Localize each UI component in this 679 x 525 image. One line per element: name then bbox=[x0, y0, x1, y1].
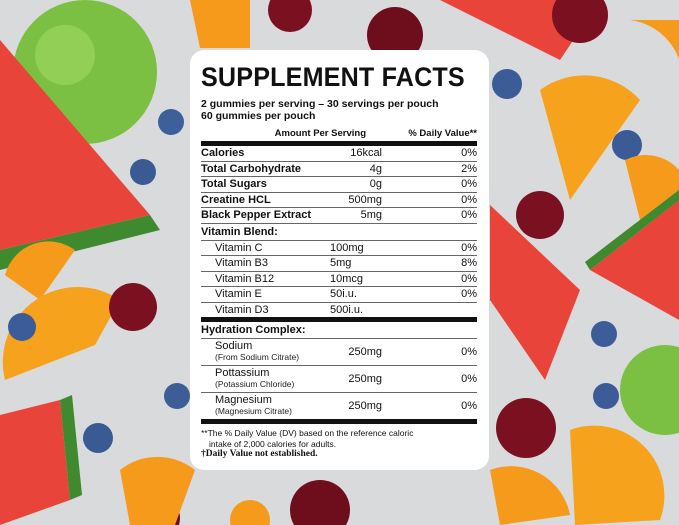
vitamin-name: Vitamin C bbox=[215, 241, 263, 254]
orange-slice-lower bbox=[2, 287, 120, 380]
table-header: Amount Per Serving % Daily Value** bbox=[201, 125, 477, 146]
footnotes: **The % Daily Value (DV) based on the re… bbox=[201, 428, 477, 460]
vitamin-name: Vitamin E bbox=[215, 288, 262, 300]
vitamin-blend-heading: Vitamin Blend: bbox=[201, 224, 477, 241]
panel-title: SUPPLEMENT FACTS bbox=[201, 62, 465, 92]
table-row: Vitamin E 50i.u. 0% bbox=[201, 287, 477, 303]
blueberry bbox=[158, 109, 184, 135]
mineral-name: Sodium bbox=[215, 340, 253, 352]
table-row: Sodium (From Sodium Citrate) 250mg 0% bbox=[201, 339, 477, 366]
table-row: Vitamin B12 10mcg 0% bbox=[201, 272, 477, 287]
nutrient-amount: 0g bbox=[369, 178, 382, 190]
nutrient-name: Calories bbox=[201, 147, 245, 159]
supplement-facts-panel: SUPPLEMENT FACTS 2 gummies per serving –… bbox=[190, 50, 489, 470]
watermelon-slice bbox=[0, 40, 150, 250]
mineral-source: (From Sodium Citrate) bbox=[215, 352, 300, 362]
table-row: Vitamin C 100mg 0% bbox=[201, 241, 477, 256]
footnote-not-established: †Daily Value not established. bbox=[201, 449, 318, 459]
vitamin-amount: 50i.u. bbox=[330, 288, 357, 300]
mineral-amount: 250mg bbox=[348, 373, 382, 385]
table-row: Total Carbohydrate 4g 2% bbox=[201, 162, 477, 177]
nutrient-dv: 0% bbox=[461, 147, 477, 159]
vitamin-amount: 10mcg bbox=[330, 272, 364, 285]
vitamin-name: Vitamin B3 bbox=[215, 257, 268, 269]
table-row: Magnesium (Magnesium Citrate) 250mg 0% bbox=[201, 393, 477, 424]
vitamin-amount: 5mg bbox=[330, 257, 352, 269]
nutrient-dv: 2% bbox=[461, 162, 477, 175]
mineral-name-cell: Magnesium (Magnesium Citrate) bbox=[201, 395, 322, 417]
nutrient-amount: 4g bbox=[369, 162, 382, 175]
vitamin-dv: 0% bbox=[461, 241, 477, 254]
mineral-source: (Magnesium Citrate) bbox=[215, 406, 292, 416]
table-row: Black Pepper Extract 5mg 0% bbox=[201, 208, 477, 224]
mineral-name: Magnesium bbox=[215, 394, 272, 406]
nutrient-amount: 5mg bbox=[360, 209, 382, 221]
table-row: Vitamin D3 500i.u. bbox=[201, 303, 477, 322]
nutrient-dv: 0% bbox=[461, 193, 477, 206]
mineral-name-cell: Pottassium (Potassium Chloride) bbox=[201, 368, 322, 390]
nutrient-dv: 0% bbox=[461, 178, 477, 190]
nutrient-dv: 0% bbox=[461, 209, 477, 221]
vitamin-amount: 100mg bbox=[330, 241, 364, 254]
cherry-right bbox=[516, 191, 564, 239]
mineral-dv: 0% bbox=[461, 400, 477, 412]
mineral-source: (Potassium Chloride) bbox=[215, 379, 295, 389]
table-row: Total Sugars 0g 0% bbox=[201, 177, 477, 193]
vitamin-dv: 0% bbox=[461, 288, 477, 300]
vitamin-name: Vitamin D3 bbox=[215, 303, 269, 316]
mineral-amount: 250mg bbox=[348, 346, 382, 358]
footnote-dv: **The % Daily Value (DV) based on the re… bbox=[201, 428, 414, 438]
green-apple-right bbox=[620, 345, 679, 435]
watermelon-right bbox=[490, 205, 580, 380]
nutrient-name: Total Sugars bbox=[201, 178, 267, 190]
vitamin-amount: 500i.u. bbox=[330, 303, 364, 316]
table-row: Calories 16kcal 0% bbox=[201, 146, 477, 162]
hydration-complex-heading: Hydration Complex: bbox=[201, 322, 477, 339]
orange-slice bbox=[5, 241, 75, 300]
table-row: Creatine HCL 500mg 0% bbox=[201, 193, 477, 208]
nutrient-name: Creatine HCL bbox=[201, 193, 271, 206]
header-daily-value: % Daily Value** bbox=[408, 128, 477, 139]
mineral-dv: 0% bbox=[461, 346, 477, 358]
serving-info-line-1: 2 gummies per serving – 30 servings per … bbox=[201, 98, 439, 110]
table-row: Pottassium (Potassium Chloride) 250mg 0% bbox=[201, 366, 477, 393]
mineral-amount: 250mg bbox=[348, 400, 382, 412]
nutrient-name: Total Carbohydrate bbox=[201, 162, 302, 175]
footnote-dv-2: intake of 2,000 calories for adults. bbox=[209, 438, 337, 449]
nutrient-amount: 16kcal bbox=[350, 147, 382, 159]
orange-slice-right bbox=[540, 75, 640, 200]
mineral-name: Pottassium bbox=[215, 367, 270, 379]
vitamin-name: Vitamin B12 bbox=[215, 272, 275, 285]
nutrient-amount: 500mg bbox=[348, 193, 382, 206]
cherry bbox=[109, 283, 157, 331]
mineral-dv: 0% bbox=[461, 373, 477, 385]
mineral-name-cell: Sodium (From Sodium Citrate) bbox=[201, 341, 322, 363]
nutrient-name: Black Pepper Extract bbox=[201, 209, 312, 221]
vitamin-dv: 8% bbox=[461, 257, 477, 269]
watermelon-slice-lower bbox=[0, 400, 70, 525]
serving-info-line-2: 60 gummies per pouch bbox=[201, 110, 316, 122]
header-amount: Amount Per Serving bbox=[274, 128, 366, 139]
table-row: Vitamin B3 5mg 8% bbox=[201, 256, 477, 272]
vitamin-dv: 0% bbox=[461, 272, 477, 285]
